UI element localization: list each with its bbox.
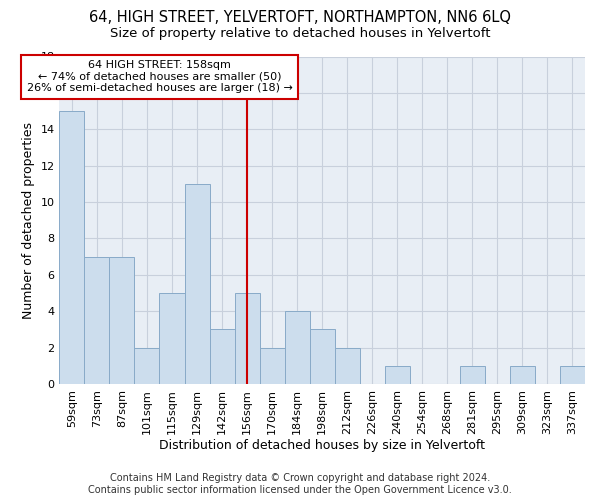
Bar [185, 184, 209, 384]
Bar [235, 293, 260, 384]
Bar [109, 256, 134, 384]
Bar [335, 348, 360, 384]
Text: Size of property relative to detached houses in Yelvertoft: Size of property relative to detached ho… [110, 28, 490, 40]
Bar [134, 348, 160, 384]
Text: 64, HIGH STREET, YELVERTOFT, NORTHAMPTON, NN6 6LQ: 64, HIGH STREET, YELVERTOFT, NORTHAMPTON… [89, 10, 511, 25]
Bar [85, 256, 109, 384]
Bar [510, 366, 535, 384]
Y-axis label: Number of detached properties: Number of detached properties [22, 122, 35, 319]
Bar [284, 312, 310, 384]
Bar [460, 366, 485, 384]
Bar [209, 330, 235, 384]
Bar [560, 366, 585, 384]
Bar [385, 366, 410, 384]
Bar [310, 330, 335, 384]
Text: 64 HIGH STREET: 158sqm
← 74% of detached houses are smaller (50)
26% of semi-det: 64 HIGH STREET: 158sqm ← 74% of detached… [26, 60, 292, 94]
Bar [59, 111, 85, 384]
Bar [160, 293, 185, 384]
Bar [260, 348, 284, 384]
X-axis label: Distribution of detached houses by size in Yelvertoft: Distribution of detached houses by size … [159, 440, 485, 452]
Text: Contains HM Land Registry data © Crown copyright and database right 2024.
Contai: Contains HM Land Registry data © Crown c… [88, 474, 512, 495]
